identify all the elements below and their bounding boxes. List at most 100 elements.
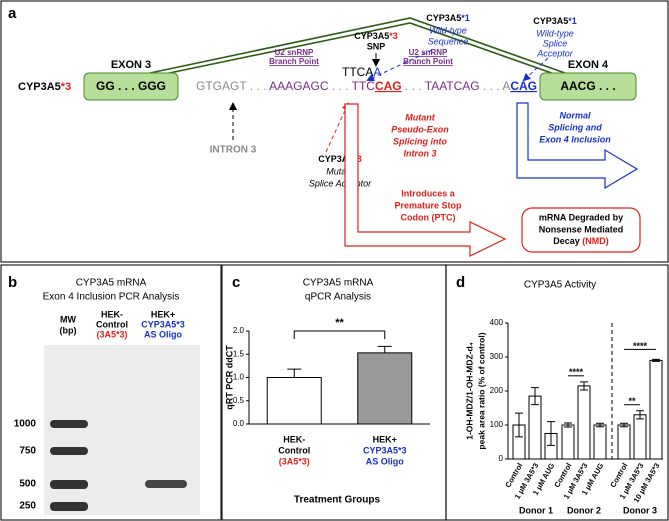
x-tick-label: HEK+ [373, 434, 397, 444]
normal-label: Exon 4 Inclusion [539, 134, 611, 144]
lane-label: HEK+ [151, 309, 175, 319]
chart-subtitle: qPCR Analysis [305, 292, 371, 303]
y-tick-label: 0.0 [233, 419, 245, 428]
error-bar [564, 422, 572, 428]
ladder-label: 250 [19, 501, 36, 512]
y-axis-label: 1-OH-MDZ/1-OH-MDZ-d₄ [464, 342, 474, 440]
significance-bracket [293, 330, 386, 339]
seq: TAATCAG [425, 79, 480, 93]
x-tick-label: AS Oligo [366, 456, 405, 466]
text: *1 [461, 13, 470, 23]
seq: AAAGAGC [269, 79, 329, 93]
bar [593, 424, 607, 460]
seq: . . . [246, 79, 269, 93]
bar [357, 352, 413, 425]
bar [633, 414, 647, 460]
panel-frame [221, 264, 447, 521]
y-axis-label: qRT PCR ddCT [224, 345, 234, 410]
x-tick-label: Control [278, 445, 310, 455]
significance: **** [569, 367, 584, 377]
lane-label: HEK- [101, 309, 123, 319]
significance: **** [633, 341, 648, 351]
text: *1 [568, 16, 577, 26]
y-tick-label: 2.0 [233, 326, 245, 335]
error-bar [547, 421, 555, 446]
x-tick-label: HEK- [283, 434, 305, 444]
error-bar [377, 345, 392, 353]
seq: CAG [375, 79, 402, 93]
y-tick-label: 400 [490, 318, 504, 327]
pseudo-exon-label: Intron 3 [404, 148, 437, 158]
exon-box [83, 72, 179, 101]
error-bar [652, 358, 660, 362]
panel-frame [0, 0, 669, 263]
wt-label: CYP3A5*1 [426, 13, 470, 23]
error-bar [596, 422, 604, 428]
panel-frame [0, 264, 222, 521]
exon-seq: AACG . . . [560, 79, 615, 93]
lane-label: (3A5*3) [96, 329, 127, 339]
branch-label: U2 snRNP [275, 48, 314, 57]
text: Decay [553, 236, 582, 246]
ptc-label: Premature Stop [394, 200, 462, 210]
y-tick-label: 1.0 [233, 373, 245, 382]
text: CYP3A5 [18, 81, 61, 93]
lane-label: Control [96, 319, 128, 329]
text: *3 [389, 31, 398, 41]
group-label: Donor 2 [567, 505, 601, 515]
normal-label: Normal [559, 110, 591, 120]
band [50, 480, 88, 489]
gel-subtitle: Exon 4 Inclusion PCR Analysis [43, 292, 180, 303]
gel-title: CYP3A5 mRNA [76, 278, 147, 289]
error-bar [580, 381, 588, 391]
significance: ** [335, 317, 344, 329]
ladder-label: 1000 [14, 419, 37, 430]
splice-line [149, 17, 566, 77]
branch-label: Branch Point [269, 57, 319, 66]
y-tick-label: 0 [499, 454, 504, 463]
ladder-label: 750 [19, 446, 36, 457]
block-arrow [344, 103, 507, 257]
arrow [325, 102, 350, 153]
exon-title: EXON 3 [111, 59, 151, 71]
snp-label: SNP [367, 41, 386, 51]
ptc-label: Codon (PTC) [401, 212, 456, 222]
lane-label: (bp) [60, 325, 77, 335]
bar [266, 377, 322, 425]
mutant-label: Mutant [326, 166, 354, 176]
group-label: Donor 1 [519, 505, 553, 515]
lane-label: MW [60, 314, 76, 324]
pseudo-exon-label: Mutant [405, 112, 435, 122]
gene-label: CYP3A5*3 [18, 81, 71, 93]
pseudo-exon-label: Splicing into [393, 136, 447, 146]
panel-label: d [456, 274, 465, 291]
panel-label: b [8, 274, 17, 291]
wt-label: Wild-type [536, 28, 573, 38]
nmd-label: Decay (NMD) [553, 236, 609, 246]
bar [577, 385, 591, 460]
intron-label: INTRON 3 [210, 145, 257, 156]
branch-label: Branch Point [403, 57, 453, 66]
x-tick-label: (3A5*3) [279, 456, 310, 466]
chart-title: CYP3A5 mRNA [303, 278, 374, 289]
panel-b: b CYP3A5 mRNA Exon 4 Inclusion PCR Analy… [8, 274, 200, 515]
y-tick-label: 100 [490, 420, 504, 429]
wt-label: Wild-type [429, 25, 466, 35]
nmd-label: mRNA Degraded by [539, 212, 623, 222]
error-bar [636, 410, 644, 420]
panel-label: a [8, 5, 17, 22]
lane-label: CYP3A5*3 [141, 319, 185, 329]
block-arrow [516, 102, 639, 190]
text: CYP3A5 [354, 31, 389, 41]
panel-frame [445, 264, 669, 521]
seq: . . . [402, 79, 425, 93]
arrow [366, 49, 433, 82]
panel-label: c [232, 274, 240, 291]
bar [561, 424, 575, 460]
exon-seq: GG . . . GGG [96, 79, 166, 93]
nmd-box [521, 207, 641, 253]
seq: . . . [329, 79, 352, 93]
seq: A [373, 65, 381, 79]
gel-image [44, 345, 200, 515]
